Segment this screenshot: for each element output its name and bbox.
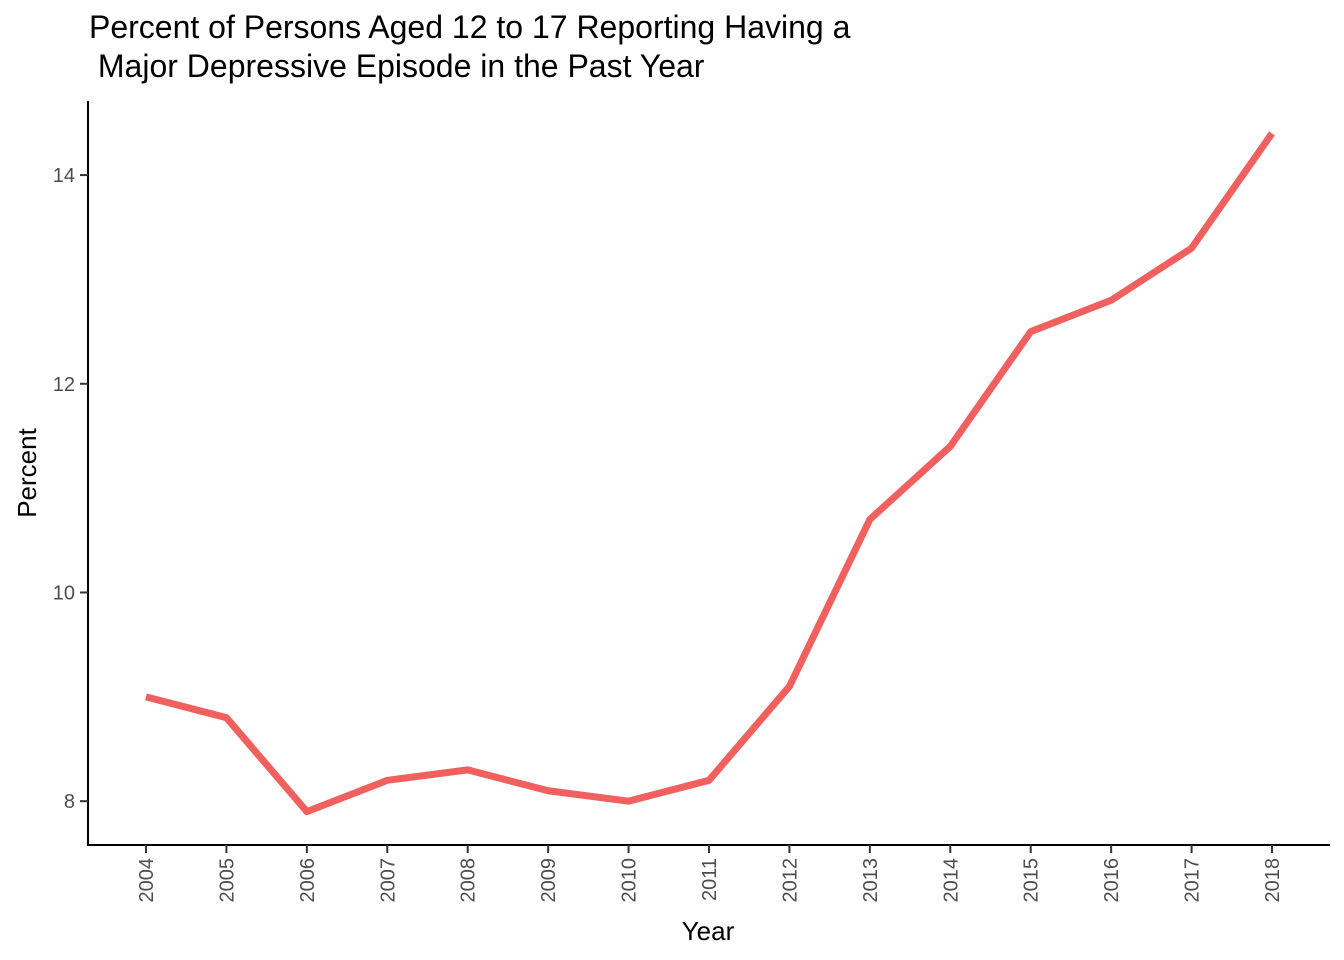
x-tick-label: 2009 (538, 858, 560, 903)
x-tick-label: 2015 (1021, 858, 1043, 903)
x-axis-ticks: 2004 2005 2006 2007 2008 2009 2010 2011 2012 2013… (136, 845, 1284, 903)
x-tick-label: 2007 (377, 858, 399, 903)
x-tick-label: 2008 (458, 858, 480, 903)
y-tick-label: 8 (64, 791, 75, 813)
series-layer (145, 131, 1275, 816)
x-tick-label: 2013 (860, 858, 882, 903)
x-tick-label: 2004 (136, 858, 158, 903)
y-tick-label: 14 (53, 165, 75, 187)
axes (87, 101, 1330, 846)
x-tick-label: 2018 (1262, 858, 1284, 903)
x-tick-label: 2012 (779, 858, 801, 903)
y-axis-label: Percent (12, 427, 42, 517)
y-axis-ticks: 8 10 12 14 (53, 165, 88, 813)
chart-title: Percent of Persons Aged 12 to 17 Reporti… (89, 9, 851, 84)
x-tick-label: 2011 (699, 858, 721, 901)
x-tick-label: 2014 (940, 858, 962, 903)
y-tick-label: 10 (53, 582, 75, 604)
series-line (145, 131, 1275, 816)
x-tick-label: 2010 (619, 858, 641, 903)
x-tick-label: 2006 (297, 858, 319, 903)
x-axis-label: Year (682, 916, 735, 946)
x-tick-label: 2017 (1182, 858, 1204, 903)
x-tick-label: 2016 (1101, 858, 1123, 903)
y-tick-label: 12 (53, 374, 75, 396)
x-tick-label: 2005 (216, 858, 238, 903)
